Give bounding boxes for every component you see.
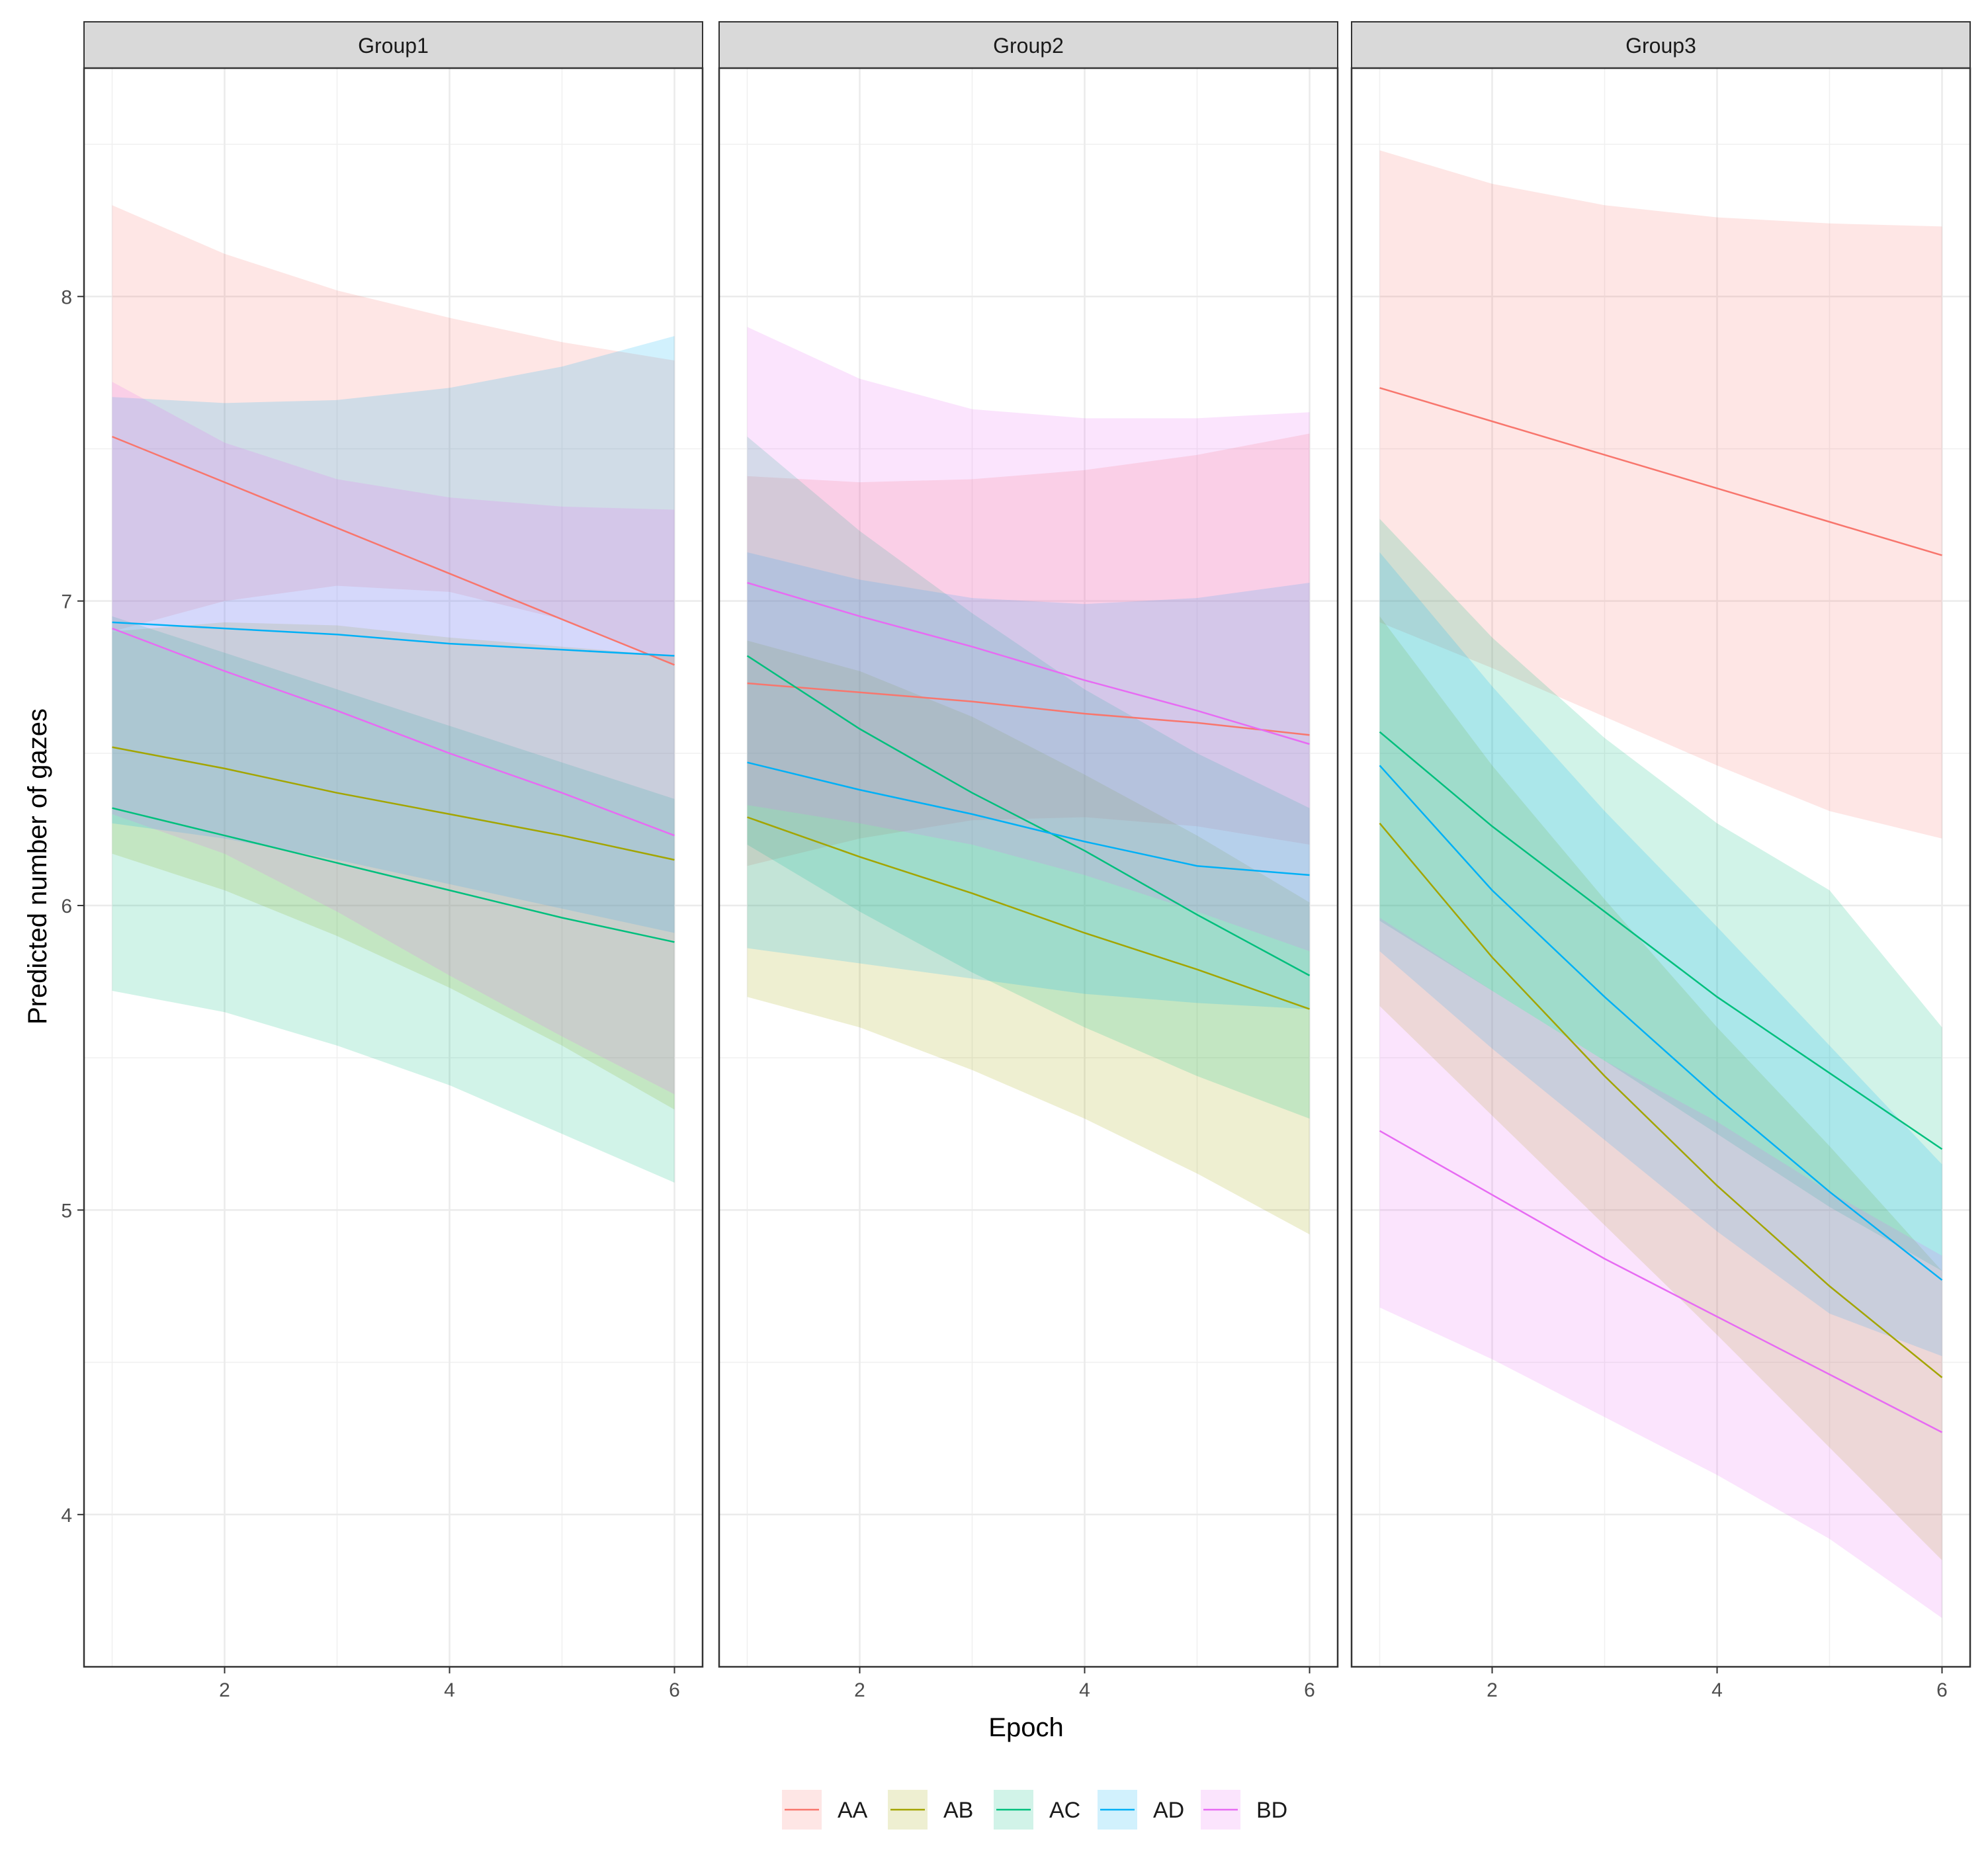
y-tick-label: 8 xyxy=(61,286,72,308)
facet-strip-label: Group2 xyxy=(993,34,1064,58)
legend-label: AC xyxy=(1049,1798,1080,1823)
x-axis-title: Epoch xyxy=(988,1713,1063,1742)
x-tick-label: 4 xyxy=(1079,1679,1090,1701)
facet-strip-label: Group3 xyxy=(1625,34,1696,58)
y-tick-label: 4 xyxy=(61,1505,72,1527)
x-tick-label: 6 xyxy=(1936,1679,1948,1701)
panel-group2: Group2 2 4 6 xyxy=(719,22,1338,1701)
legend-label: BD xyxy=(1256,1798,1287,1823)
x-tick-label: 4 xyxy=(1711,1679,1723,1701)
legend-label: AB xyxy=(943,1798,973,1823)
y-axis-title: Predicted number of gazes xyxy=(23,708,52,1025)
y-tick-label: 7 xyxy=(61,591,72,613)
x-tick-label: 4 xyxy=(444,1679,455,1701)
facet-strip-label: Group1 xyxy=(358,34,429,58)
x-tick-label: 2 xyxy=(1487,1679,1498,1701)
legend-label: AD xyxy=(1153,1798,1184,1823)
x-tick-label: 2 xyxy=(854,1679,865,1701)
y-tick-label: 6 xyxy=(61,896,72,917)
y-tick-label: 5 xyxy=(61,1200,72,1222)
x-tick-label: 6 xyxy=(1304,1679,1315,1701)
legend-label: AA xyxy=(838,1798,868,1823)
panel-group1: Group1 2 4 6 4 5 6 7 8 xyxy=(61,22,703,1701)
panel-group3: Group3 2 4 6 xyxy=(1352,22,1970,1701)
x-tick-label: 6 xyxy=(669,1679,680,1701)
x-tick-label: 2 xyxy=(219,1679,230,1701)
